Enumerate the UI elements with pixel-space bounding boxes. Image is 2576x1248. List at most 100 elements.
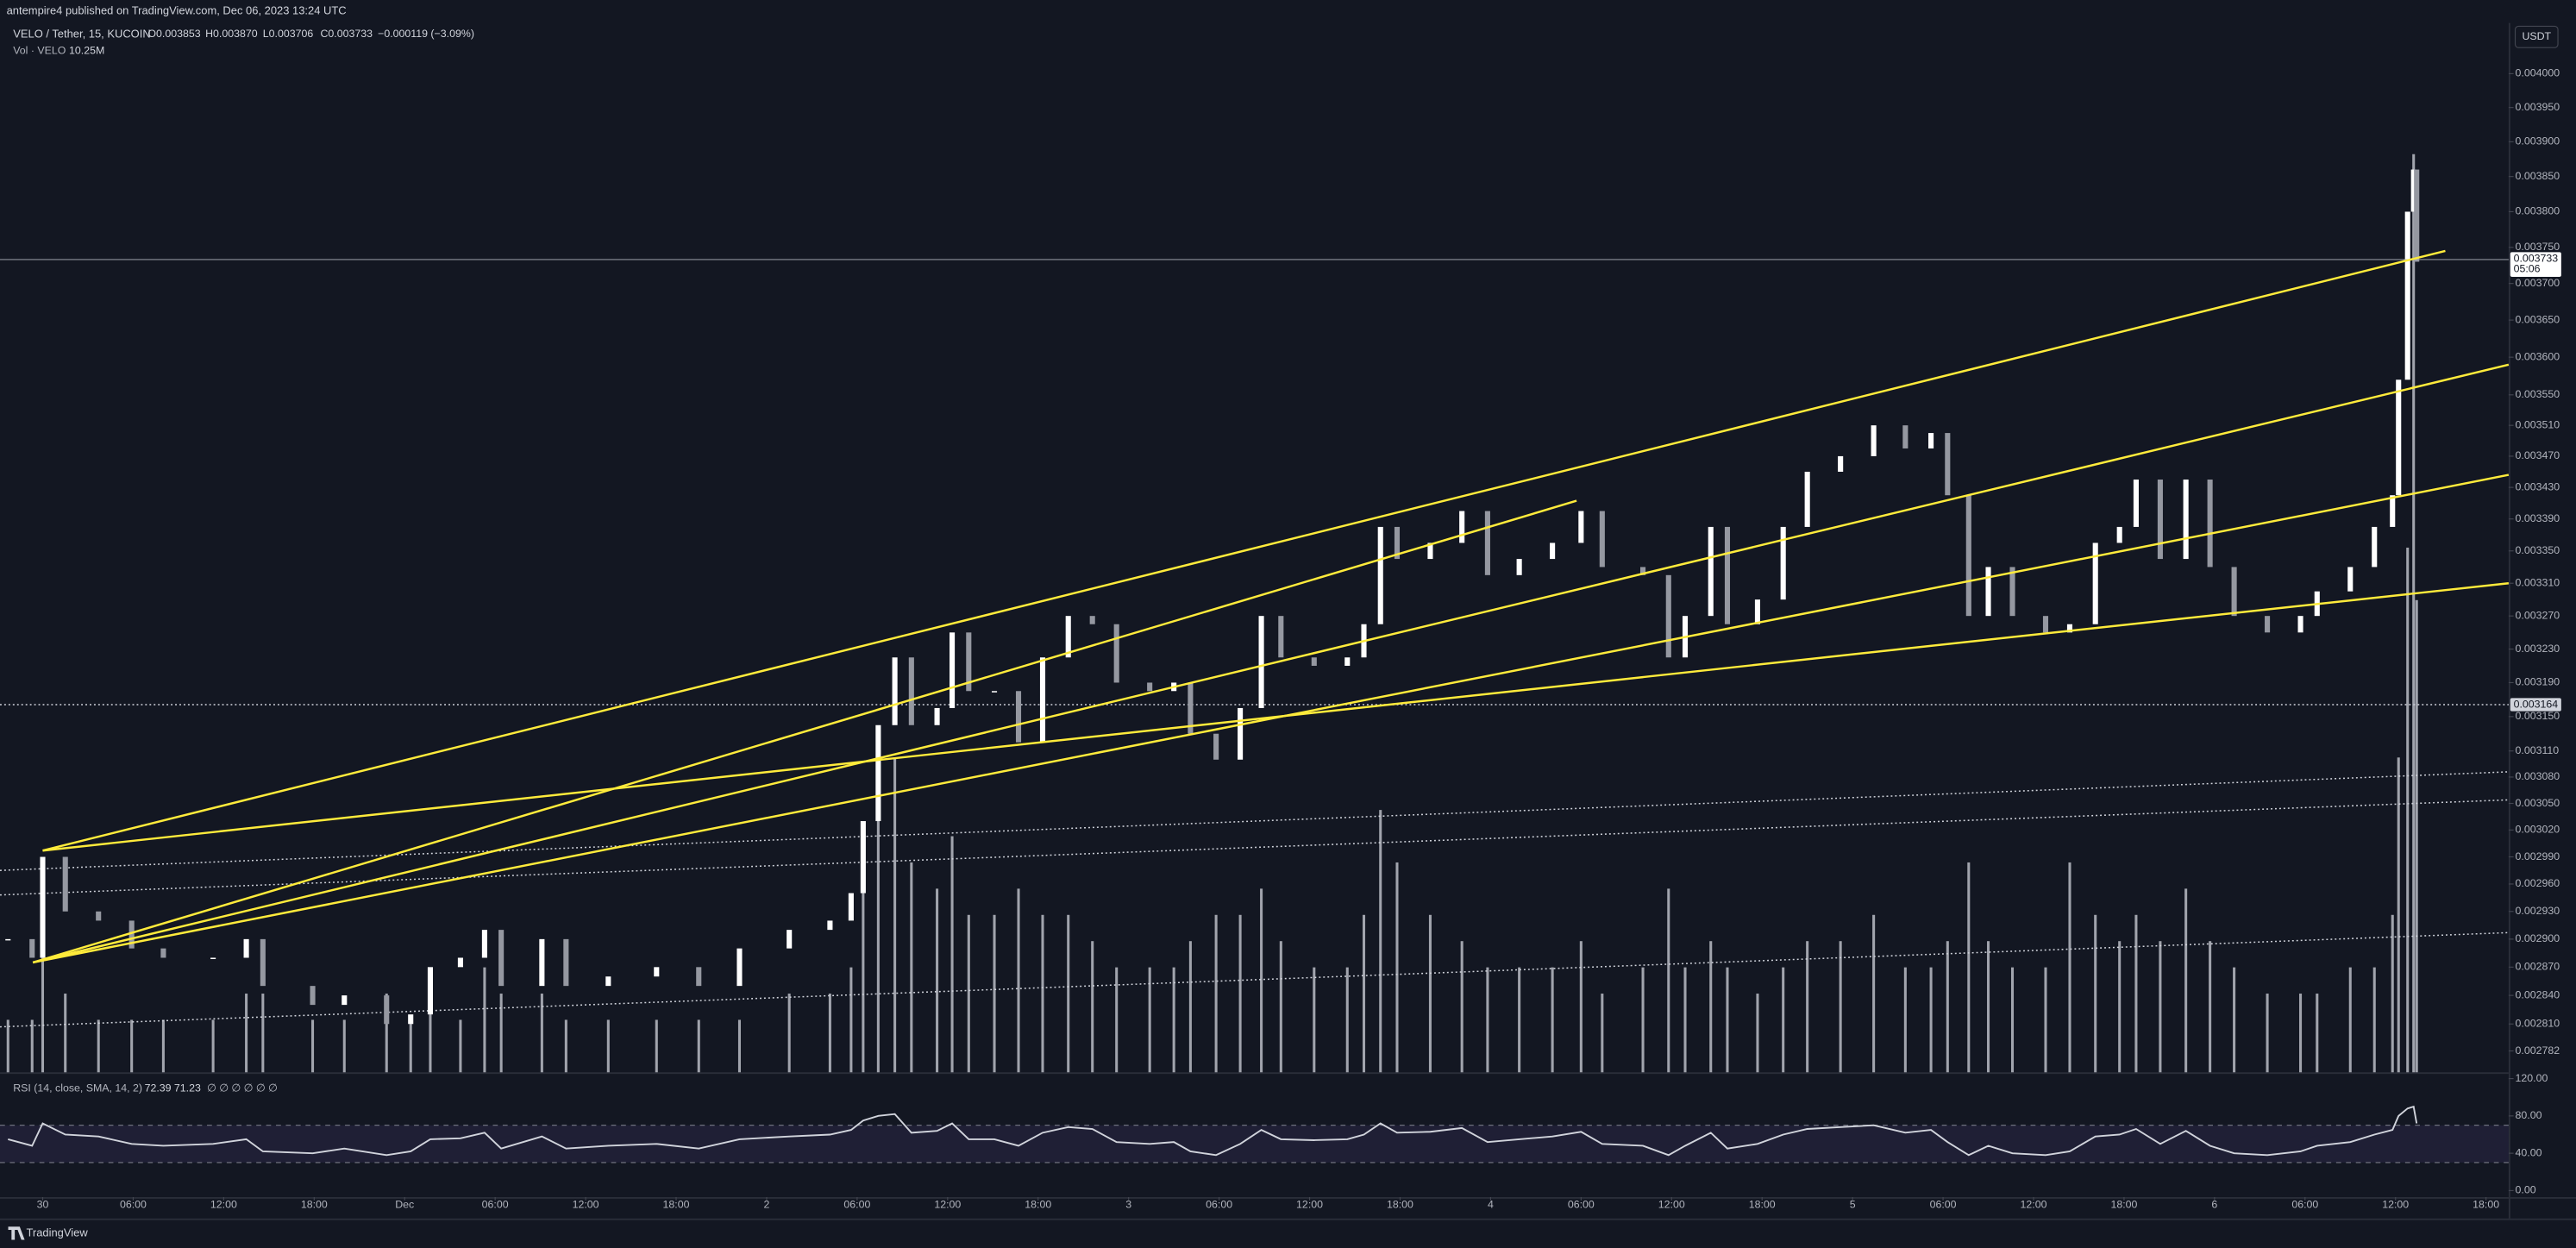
x-tick-label: 6 — [2211, 1199, 2217, 1211]
symbol: VELO / Tether, 15, KUCOIN — [13, 27, 150, 40]
candle — [29, 938, 35, 958]
x-tick-label: 2 — [764, 1199, 770, 1211]
volume-bar — [1172, 967, 1175, 1073]
candle — [605, 976, 611, 987]
volume-bar — [1428, 914, 1432, 1073]
candle — [1394, 526, 1401, 560]
volume-bar — [2159, 941, 2162, 1073]
candle — [1311, 657, 1317, 666]
countdown: 05:06 — [2514, 263, 2541, 275]
candle — [408, 1014, 414, 1025]
y-tick-label: 0.003150 — [2516, 710, 2560, 722]
volume-bar — [1551, 967, 1554, 1073]
volume-bar — [1872, 914, 1876, 1073]
y-tick-label: 0.002870 — [2516, 961, 2560, 973]
candle — [1147, 682, 1153, 692]
volume-bar — [936, 888, 939, 1073]
volume-bar — [1683, 967, 1687, 1073]
y-tick-label: 0.003550 — [2516, 388, 2560, 400]
currency[interactable]: USDT — [2522, 30, 2551, 42]
volume-bar — [849, 967, 853, 1073]
volume-value: 10.25M — [69, 44, 104, 56]
candle — [860, 821, 866, 894]
brand: TradingView — [26, 1226, 88, 1239]
y-tick-label: 0.003230 — [2516, 643, 2560, 655]
candle — [1928, 433, 1934, 448]
y-tick-label: 0.003310 — [2516, 577, 2560, 589]
volume-bar — [564, 1019, 567, 1073]
candle — [892, 657, 898, 725]
candle — [848, 893, 854, 921]
candle — [1089, 616, 1095, 624]
candle — [2414, 169, 2420, 262]
volume-bar — [1518, 967, 1521, 1073]
volume-bar — [1641, 967, 1645, 1073]
volume-bar — [2299, 994, 2303, 1073]
candle — [950, 632, 956, 708]
rsi-tick-label: 120.00 — [2516, 1072, 2548, 1084]
volume-bar — [211, 1019, 215, 1073]
x-tick-label: 06:00 — [1206, 1199, 1232, 1211]
x-tick-label: 18:00 — [1387, 1199, 1413, 1211]
volume-bar — [1946, 941, 1949, 1073]
x-tick-label: 06:00 — [843, 1199, 870, 1211]
volume-bar — [1579, 941, 1583, 1073]
candle — [1599, 511, 1605, 568]
candle — [62, 856, 68, 912]
x-tick-label: 06:00 — [1930, 1199, 1957, 1211]
volume-bar — [540, 994, 543, 1073]
x-tick-label: 18:00 — [1025, 1199, 1051, 1211]
x-tick-label: 12:00 — [1658, 1199, 1685, 1211]
candle — [260, 938, 266, 987]
volume-bar — [1601, 994, 1604, 1073]
y-tick-label: 0.002782 — [2516, 1044, 2560, 1057]
volume-bar — [2209, 941, 2212, 1073]
y-tick-label: 0.003350 — [2516, 544, 2560, 556]
volume-bar — [1782, 967, 1785, 1073]
currency-box[interactable] — [2514, 25, 2559, 48]
volume-bar — [950, 836, 954, 1073]
volume-label: Vol · VELO — [13, 44, 66, 56]
candle — [966, 632, 972, 692]
candle — [1459, 511, 1465, 543]
volume-bar — [2391, 914, 2394, 1073]
volume-bar — [311, 1019, 315, 1073]
candle — [342, 995, 348, 1006]
volume-bar — [1279, 941, 1282, 1073]
candle — [1550, 542, 1556, 560]
candle — [498, 930, 505, 987]
candle — [310, 986, 316, 1006]
candle — [2042, 616, 2049, 633]
brand-logo — [8, 1226, 25, 1240]
candle — [736, 948, 743, 987]
x-tick-label: 3 — [1125, 1199, 1131, 1211]
candle — [1238, 707, 1244, 760]
last-price-label: 0.003733 — [2514, 252, 2559, 264]
x-tick-label: 12:00 — [210, 1199, 237, 1211]
candle — [991, 691, 998, 693]
volume-bar — [130, 1019, 134, 1073]
y-tick-label: 0.003800 — [2516, 205, 2560, 217]
candle — [427, 967, 434, 1015]
volume-bar — [1188, 941, 1192, 1073]
volume-bar — [1486, 967, 1489, 1073]
legend: VELO / Tether, 15, KUCOIN O0.003853 H0.0… — [13, 27, 474, 1094]
volume-bar — [862, 862, 865, 1073]
volume-bar — [2412, 154, 2416, 1073]
candle — [2404, 211, 2410, 380]
x-tick-label: 18:00 — [663, 1199, 690, 1211]
candle — [5, 938, 11, 941]
volume-bar — [1395, 862, 1399, 1073]
volume-bar — [2397, 757, 2400, 1073]
volume-bar — [893, 757, 897, 1073]
candle — [1945, 433, 1951, 496]
rsi-tick-label: 40.00 — [2516, 1146, 2542, 1158]
volume-bar — [1967, 862, 1971, 1073]
volume-bar — [483, 967, 486, 1073]
candle — [654, 967, 660, 977]
volume-bar — [1260, 888, 1263, 1073]
volume-bar — [30, 1019, 34, 1073]
x-tick-label: 12:00 — [2382, 1199, 2409, 1211]
candle — [457, 957, 463, 968]
candle — [1754, 599, 1761, 624]
